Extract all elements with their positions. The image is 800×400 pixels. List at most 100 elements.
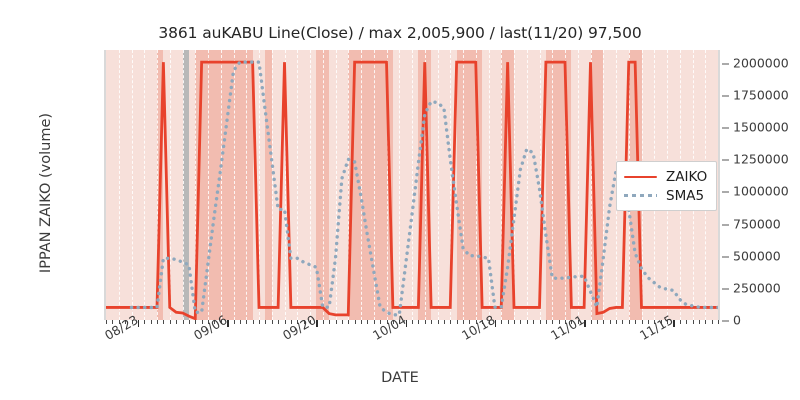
- gridline: [246, 50, 248, 320]
- gridline: [399, 50, 401, 320]
- x-tick-minor: [514, 320, 515, 324]
- gridline: [501, 50, 503, 320]
- background-band: [392, 50, 419, 320]
- x-tick-minor: [456, 320, 458, 324]
- y-tick-text: 0: [733, 312, 741, 328]
- y-tick-text: 2000000: [733, 55, 789, 71]
- gridline: [335, 50, 337, 320]
- x-tick-minor: [233, 320, 235, 324]
- x-tick-major: [137, 320, 140, 327]
- y-tick-text: 1000000: [733, 183, 789, 199]
- x-tick-minor: [392, 320, 394, 324]
- x-tick-minor: [501, 320, 503, 324]
- x-tick-minor: [558, 320, 560, 324]
- gridline: [195, 50, 197, 320]
- background-band: [265, 50, 272, 320]
- x-tick-minor: [539, 320, 541, 324]
- y-tick-mark: [722, 63, 729, 65]
- x-tick-minor: [590, 320, 592, 324]
- x-tick-minor: [635, 320, 637, 324]
- gridline: [182, 50, 184, 320]
- y-tick-label: 1750000: [722, 88, 789, 103]
- y-tick-text: 250000: [733, 280, 781, 296]
- gridline: [590, 50, 592, 320]
- x-tick-minor: [616, 320, 617, 324]
- x-tick-minor: [552, 320, 554, 324]
- y-tick-label: 750000: [722, 216, 781, 231]
- background-band: [329, 50, 349, 320]
- x-tick-minor: [169, 320, 171, 324]
- x-tick-minor: [386, 320, 388, 324]
- gridline: [386, 50, 388, 320]
- x-tick-minor: [667, 320, 668, 324]
- y-tick-label: 2000000: [722, 55, 789, 70]
- x-tick-minor: [354, 320, 356, 324]
- x-tick-minor: [118, 320, 120, 324]
- x-tick-minor: [641, 320, 643, 324]
- x-tick-minor: [297, 320, 299, 324]
- background-band: [501, 50, 514, 320]
- legend-item-sma5[interactable]: SMA5: [624, 186, 707, 205]
- x-tick-minor: [603, 320, 605, 324]
- legend: ZAIKO SMA5: [616, 161, 718, 211]
- gridline: [412, 50, 413, 320]
- x-tick-minor: [679, 320, 681, 324]
- x-tick-minor: [622, 320, 624, 324]
- x-tick-minor: [399, 320, 401, 324]
- x-tick-minor: [718, 320, 719, 324]
- x-tick-minor: [565, 320, 566, 324]
- y-tick-label: 1000000: [722, 184, 789, 199]
- x-tick-minor: [348, 320, 350, 324]
- x-tick-minor: [507, 320, 509, 324]
- gridline: [310, 50, 311, 320]
- y-tick-mark: [722, 224, 729, 226]
- y-tick-label: 1500000: [722, 120, 789, 135]
- x-tick-minor: [341, 320, 343, 324]
- x-tick-minor: [322, 320, 324, 324]
- chart-title: 3861 auKABU Line(Close) / max 2,005,900 …: [158, 24, 642, 42]
- gridline: [463, 50, 464, 320]
- x-tick-minor: [698, 320, 700, 324]
- background-band: [144, 50, 157, 320]
- x-tick-major: [227, 320, 229, 327]
- gridline: [437, 50, 439, 320]
- gridline: [565, 50, 566, 320]
- legend-line-icon-sma5: [624, 190, 657, 202]
- gridline: [361, 50, 362, 320]
- x-tick-minor: [310, 320, 311, 324]
- y-tick-label: 250000: [722, 280, 781, 295]
- gridline: [131, 50, 133, 320]
- x-tick-minor: [208, 320, 209, 324]
- y-axis-title: IPPAN ZAIKO (volume): [38, 112, 54, 274]
- gridline: [144, 50, 146, 320]
- x-tick-minor: [520, 320, 522, 324]
- gridline: [271, 50, 273, 320]
- x-tick-minor: [526, 320, 528, 324]
- x-tick-minor: [144, 320, 146, 324]
- background-band: [106, 50, 145, 320]
- gridline: [475, 50, 477, 320]
- x-tick-minor: [533, 320, 535, 324]
- gridline: [488, 50, 490, 320]
- y-tick-text: 1500000: [733, 119, 789, 135]
- x-tick-minor: [469, 320, 471, 324]
- x-tick-minor: [437, 320, 439, 324]
- gridline: [424, 50, 426, 320]
- y-tick-text: 1250000: [733, 151, 789, 167]
- gridline: [373, 50, 375, 320]
- y-tick-label: 0: [722, 313, 741, 328]
- legend-item-zaiko[interactable]: ZAIKO: [624, 167, 707, 186]
- x-tick-minor: [195, 320, 197, 324]
- y-tick-mark: [722, 191, 729, 193]
- x-tick-minor: [705, 320, 707, 324]
- x-tick-minor: [609, 320, 611, 324]
- x-tick-minor: [373, 320, 375, 324]
- x-tick-major: [584, 320, 586, 327]
- gridline: [603, 50, 605, 320]
- x-tick-minor: [647, 320, 649, 324]
- x-tick-major: [673, 320, 675, 327]
- gridline: [233, 50, 235, 320]
- x-tick-minor: [157, 320, 158, 324]
- background-band: [590, 50, 604, 320]
- x-tick-minor: [692, 320, 694, 324]
